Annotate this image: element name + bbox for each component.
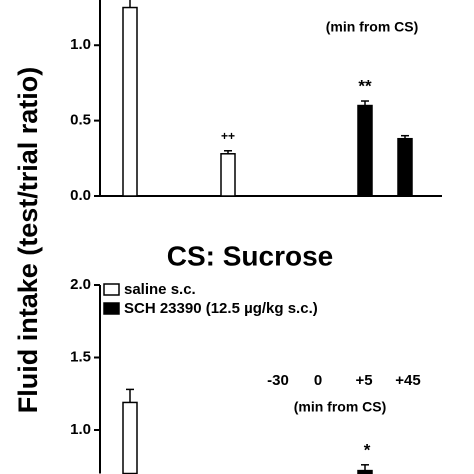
bar — [220, 153, 236, 197]
offset-label: +45 — [395, 372, 420, 389]
offset-label: 0 — [314, 372, 322, 389]
panel-title: CS: Sucrose — [167, 240, 334, 271]
legend-swatch — [103, 302, 120, 315]
bar — [397, 137, 413, 197]
bar — [357, 104, 373, 197]
value-label: ** — [358, 76, 372, 95]
y-tick-label: 2.0 — [70, 276, 91, 293]
y-tick-label: 1.0 — [70, 36, 91, 53]
legend-label: saline s.c. — [124, 281, 196, 298]
offset-label: 0 — [318, 0, 326, 4]
value-label: ++ — [221, 129, 235, 143]
offset-label: +45 — [397, 0, 422, 4]
legend-label: SCH 23390 (12.5 µg/kg s.c.) — [124, 300, 318, 317]
offset-label: +5 — [353, 0, 370, 4]
offset-label: -30 — [267, 372, 289, 389]
y-tick-label: 1.5 — [70, 348, 91, 365]
bar — [357, 469, 373, 474]
y-tick-label: 0.0 — [70, 187, 91, 204]
offset-caption: (min from CS) — [294, 399, 387, 415]
y-tick-label: 0.5 — [70, 112, 91, 129]
legend-swatch — [103, 283, 120, 296]
offset-caption: (min from CS) — [326, 19, 419, 35]
bar — [122, 6, 138, 197]
offset-label: +5 — [355, 372, 372, 389]
offset-label: -30 — [275, 0, 297, 4]
y-tick-label: 1.0 — [70, 421, 91, 438]
y-axis-label: Fluid intake (test/trial ratio) — [13, 67, 43, 414]
bar — [122, 401, 138, 474]
value-label: * — [364, 440, 371, 459]
